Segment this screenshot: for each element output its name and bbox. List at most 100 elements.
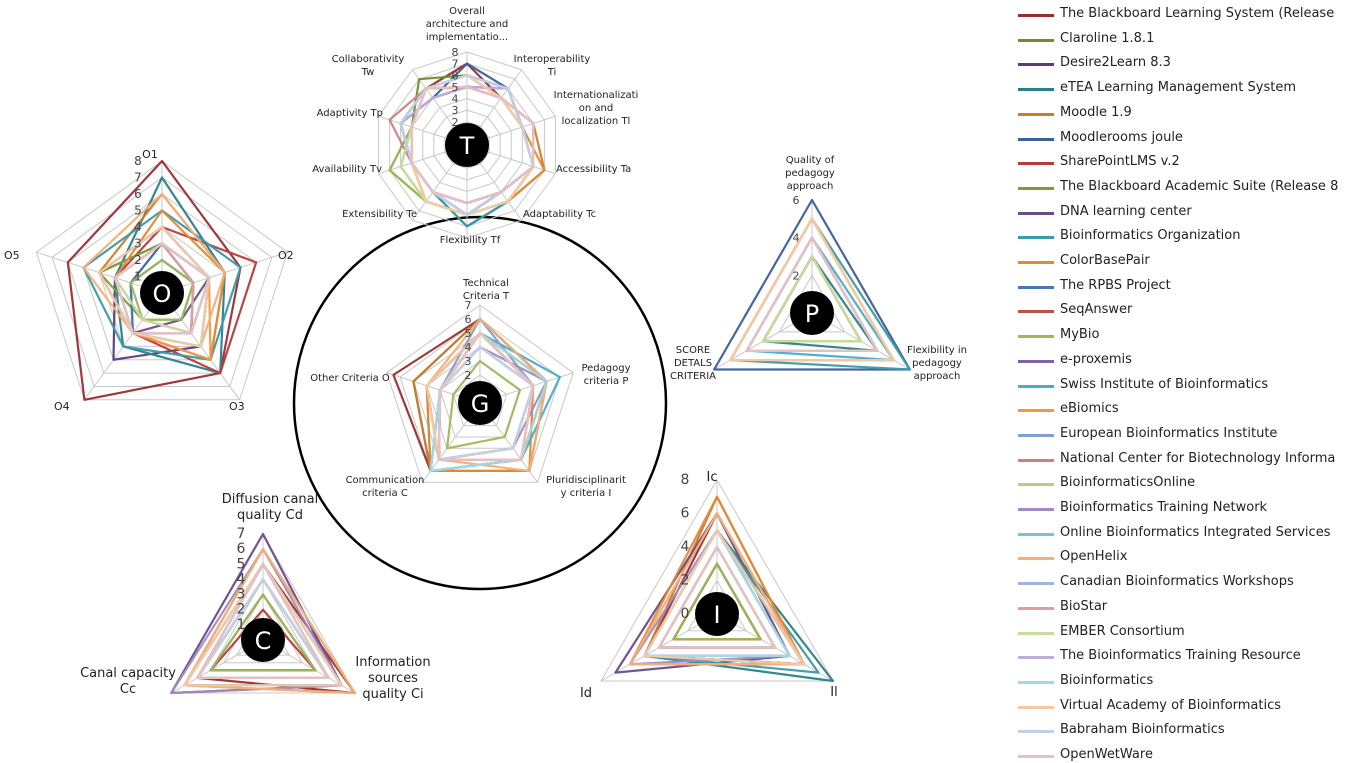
tick-label: 4 [134,220,142,234]
tick-label: 6 [134,187,142,201]
legend-item: Bioinformatics Training Network [1016,497,1368,521]
legend-item: Claroline 1.8.1 [1016,28,1368,52]
tick-label: 2 [237,602,246,618]
radar-chart-o: 1 2 3 4 5 6 7 8 O O1 O2 O3 O4 O5 [4,148,294,413]
legend-label: Swiss Institute of Bioinformatics [1060,376,1269,392]
legend-swatch [1018,508,1054,511]
tick-label: 3 [134,237,142,251]
legend-label: BioinformaticsOnline [1060,475,1196,491]
axis-label: Interoperability Ti [514,54,591,78]
series-line-13 [445,359,522,450]
series-line-30 [410,85,535,205]
center-label: P [805,300,819,328]
series-line-22 [183,548,356,695]
legend-swatch [1018,458,1054,462]
grid-ring [35,160,289,401]
axis-label: Pluridisciplinarit y criteria I [546,475,626,499]
axis-label: Other Criteria O [310,373,390,384]
legend-swatch [1018,409,1054,413]
tick-label: 2 [134,253,142,267]
series-line-6 [113,225,258,375]
legend-item: Bioinformatics [1016,670,1368,694]
tick-label: 2 [793,269,800,282]
radar-chart-i: 0 2 4 6 8 I Ic Il Id [580,470,838,701]
axis-label: Ic [707,470,718,485]
tick-label: 2 [452,116,459,129]
legend-item: OpenHelix [1016,546,1368,570]
legend-item: European Bioinformatics Institute [1016,423,1368,447]
tick-label: 1 [134,270,142,284]
tick-label: 3 [465,355,472,368]
tick-label: 5 [134,204,142,218]
legend-swatch [1018,606,1054,610]
series-line-30 [113,242,211,335]
legend-label: European Bioinformatics Institute [1060,425,1278,441]
legend-label: EMBER Consortium [1060,623,1185,639]
series-line-29 [399,74,535,216]
legend-swatch [1018,261,1054,264]
axis-label: Information sources quality Ci [355,655,430,702]
legend-item: Bioinformatics Organization [1016,225,1368,249]
tick-label: 7 [452,58,459,71]
legend-label: BioStar [1060,598,1108,614]
axis-label: Adaptability Tc [523,209,596,220]
axis-label: Quality of pedagogy approach [785,155,835,192]
series-line-30 [745,236,879,352]
axis-label: Accessibility Ta [556,164,631,175]
grid-ring [600,479,834,682]
legend-swatch [1018,359,1054,363]
tick-label: 6 [465,313,472,326]
legend-swatch [1018,162,1054,166]
axis-label: Il [830,685,837,700]
legend-label: Virtual Academy of Bioinformatics [1060,697,1282,713]
tick-label: 1 [237,617,246,633]
legend-label: e-proxemis [1060,351,1132,367]
legend-label: SharePointLMS v.2 [1060,154,1180,170]
legend-swatch [1018,335,1054,339]
legend-label: Desire2Learn 8.3 [1060,55,1171,71]
legend-item: Virtual Academy of Bioinformatics [1016,695,1368,719]
tick-label: 6 [793,194,800,207]
legend-swatch [1018,656,1054,660]
legend-swatch [1018,532,1054,536]
tick-label: 7 [134,171,142,185]
series-line-29 [437,345,535,461]
legend-item: The Blackboard Academic Suite (Release 8 [1016,176,1368,200]
axis-label: Availability Tv [312,164,382,175]
legend-item: e-proxemis [1016,349,1368,373]
legend-item: DNA learning center [1016,201,1368,225]
axis-label: O5 [4,249,20,262]
tick-label: 5 [237,556,246,572]
tick-label: 3 [237,587,246,603]
legend-swatch [1018,285,1054,289]
grid-ring [67,193,257,374]
series-line-28 [729,217,895,362]
legend-item: OpenWetWare [1016,744,1368,763]
legend-item: ColorBasePair [1016,250,1368,274]
axis-label: Collaborativity Tw [332,54,405,78]
tick-label: 8 [452,46,459,59]
tick-label: 4 [465,341,472,354]
legend-label: Babraham Bioinformatics [1060,722,1225,738]
legend-swatch [1018,14,1054,17]
tick-label: 2 [681,573,690,589]
legend-label: Canadian Bioinformatics Workshops [1060,574,1294,590]
axis-label: Flexibility in pedagogy approach [907,345,967,382]
tick-label: 3 [452,104,459,117]
series-line-13 [209,593,317,672]
radar-chart-t: 12345678TOverallarchitecture andimplemen… [312,6,638,246]
legend-item: eBiomics [1016,398,1368,422]
legend-label: DNA learning center [1060,203,1192,219]
tick-label: 4 [452,93,459,106]
legend-item: MyBio [1016,324,1368,348]
legend-item: eTEA Learning Management System [1016,77,1368,101]
legend-item: BioinformaticsOnline [1016,472,1368,496]
legend-label: Moodlerooms joule [1060,129,1183,145]
axis-label: O4 [54,400,70,413]
center-label: T [459,132,475,160]
legend-item: The Bioinformatics Training Resource [1016,645,1368,669]
tick-label: 7 [237,526,246,542]
legend-item: Moodle 1.9 [1016,102,1368,126]
